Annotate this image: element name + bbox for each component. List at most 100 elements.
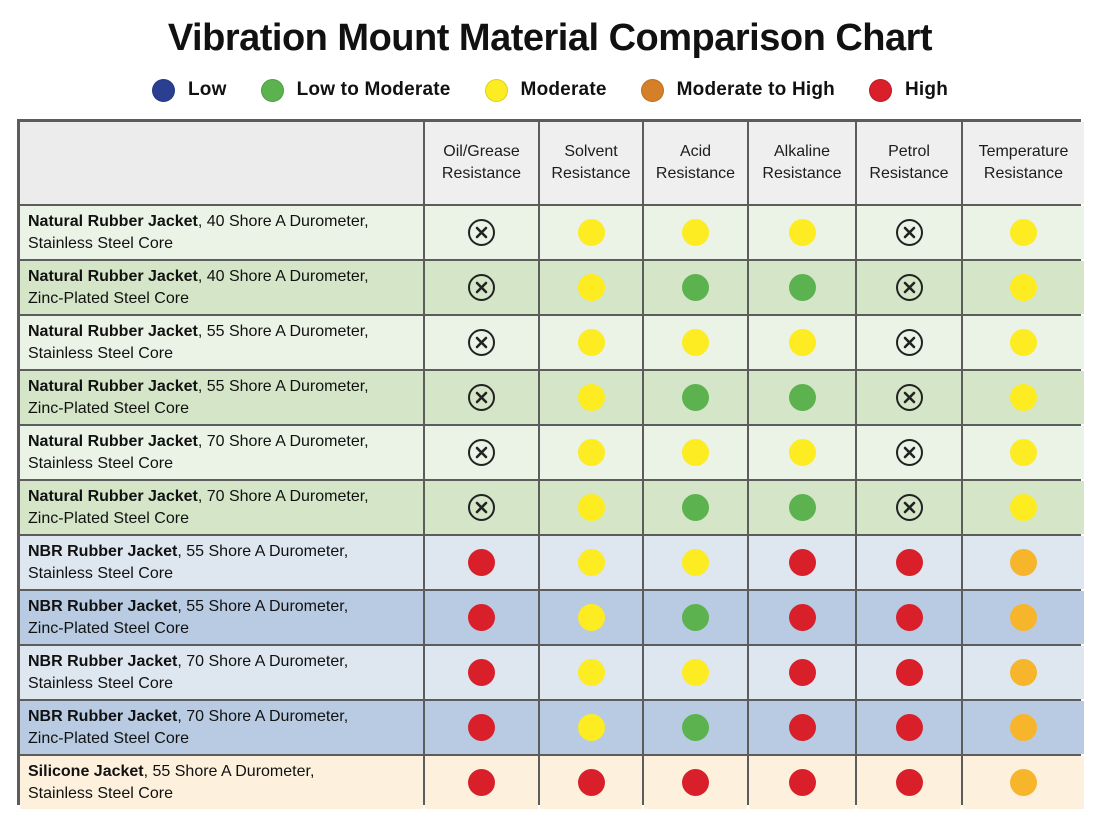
rating-cell	[540, 206, 642, 259]
column-header-label: Alkaline Resistance	[762, 143, 842, 182]
material-name: NBR Rubber Jacket	[28, 597, 178, 615]
x-icon	[903, 226, 915, 239]
rating-dot	[788, 384, 816, 411]
rating-dot	[1010, 274, 1037, 301]
rating-cell	[540, 756, 642, 809]
rating-dot	[682, 274, 709, 301]
row-label-cell: Natural Rubber Jacket, 40 Shore A Durome…	[20, 261, 423, 314]
legend: Low Low to Moderate Moderate Moderate to Hi…	[0, 74, 1100, 106]
core-type: Stainless Steel Core	[28, 674, 173, 692]
rating-dot	[682, 549, 709, 576]
rating-cell	[644, 591, 747, 644]
rating-cell	[857, 481, 961, 534]
x-icon	[475, 391, 488, 404]
rating-cell	[963, 316, 1084, 369]
rating-dot	[788, 219, 816, 246]
core-type: Zinc-Plated Steel Core	[28, 729, 189, 747]
rating-dot	[1010, 439, 1037, 466]
not-recommended-icon	[895, 219, 923, 246]
x-icon	[903, 336, 915, 349]
x-icon	[475, 336, 488, 349]
rating-cell	[425, 426, 538, 479]
rating-cell	[749, 756, 855, 809]
legend-label: Low to Moderate	[296, 79, 451, 100]
rating-cell	[857, 261, 961, 314]
row-label-cell: Natural Rubber Jacket, 70 Shore A Durome…	[20, 481, 423, 534]
rating-cell	[644, 536, 747, 589]
row-label-cell: Natural Rubber Jacket, 55 Shore A Durome…	[20, 371, 423, 424]
rating-cell	[644, 316, 747, 369]
rating-dot	[1010, 329, 1037, 356]
rating-dot	[577, 439, 605, 466]
rating-dot	[788, 439, 816, 466]
rating-dot	[788, 604, 816, 631]
column-header: Alkaline Resistance	[749, 122, 855, 204]
durometer-spec: , 40 Shore A Durometer,	[197, 267, 369, 285]
legend-label: Moderate to High	[676, 79, 835, 100]
rating-cell	[857, 426, 961, 479]
rating-dot	[577, 494, 605, 521]
rating-cell	[540, 646, 642, 699]
rating-cell	[425, 536, 538, 589]
legend-label: High	[904, 79, 948, 100]
material-name: NBR Rubber Jacket	[28, 542, 178, 560]
core-type: Stainless Steel Core	[28, 234, 173, 252]
rating-cell	[644, 481, 747, 534]
rating-cell	[857, 701, 961, 754]
not-recommended-icon	[895, 494, 923, 521]
material-name: Natural Rubber Jacket	[28, 322, 198, 340]
row-label: Natural Rubber Jacket, 40 Shore A Durome…	[20, 266, 369, 310]
rating-dot	[682, 384, 709, 411]
rating-dot	[1010, 714, 1037, 741]
rating-cell	[425, 701, 538, 754]
rating-dot	[468, 604, 495, 631]
rating-cell	[540, 316, 642, 369]
rating-cell	[540, 371, 642, 424]
rating-cell	[425, 591, 538, 644]
durometer-spec: , 55 Shore A Durometer,	[197, 377, 369, 395]
rating-cell	[540, 536, 642, 589]
rating-dot	[468, 659, 495, 686]
rating-dot	[788, 769, 816, 796]
rating-cell	[644, 426, 747, 479]
rating-dot	[1010, 769, 1037, 796]
row-label-cell: Silicone Jacket, 55 Shore A Durometer, St…	[20, 756, 423, 809]
rating-cell	[644, 646, 747, 699]
rating-cell	[425, 316, 538, 369]
rating-cell	[540, 591, 642, 644]
row-label-cell: NBR Rubber Jacket, 70 Shore A Durometer,…	[20, 701, 423, 754]
durometer-spec: , 70 Shore A Durometer,	[197, 432, 369, 450]
core-type: Zinc-Plated Steel Core	[28, 509, 189, 527]
row-label: Natural Rubber Jacket, 40 Shore A Durome…	[20, 211, 369, 255]
not-recommended-icon	[468, 384, 495, 411]
rating-cell	[644, 206, 747, 259]
rating-cell	[963, 536, 1084, 589]
legend-item: Low	[152, 78, 227, 102]
rating-dot	[895, 604, 923, 631]
rating-cell	[963, 756, 1084, 809]
rating-dot	[895, 769, 923, 796]
rating-cell	[540, 426, 642, 479]
x-icon	[475, 446, 488, 459]
rating-dot	[577, 549, 605, 576]
rating-dot	[468, 549, 495, 576]
core-type: Stainless Steel Core	[28, 784, 173, 802]
not-recommended-icon	[468, 219, 495, 246]
rating-dot	[468, 714, 495, 741]
rating-cell	[749, 371, 855, 424]
legend-label: Moderate	[520, 79, 607, 100]
rating-dot	[577, 329, 605, 356]
durometer-spec: , 55 Shore A Durometer,	[197, 322, 369, 340]
x-icon	[903, 391, 915, 404]
rating-cell	[425, 646, 538, 699]
column-header: Solvent Resistance	[540, 122, 642, 204]
row-label: Natural Rubber Jacket, 55 Shore A Durome…	[20, 376, 369, 420]
rating-cell	[540, 261, 642, 314]
rating-dot	[682, 494, 709, 521]
header-corner-cell	[20, 122, 423, 204]
rating-cell	[749, 536, 855, 589]
rating-dot	[682, 604, 709, 631]
durometer-spec: , 70 Shore A Durometer,	[177, 652, 349, 670]
row-label-cell: Natural Rubber Jacket, 55 Shore A Durome…	[20, 316, 423, 369]
rating-dot	[577, 769, 605, 796]
